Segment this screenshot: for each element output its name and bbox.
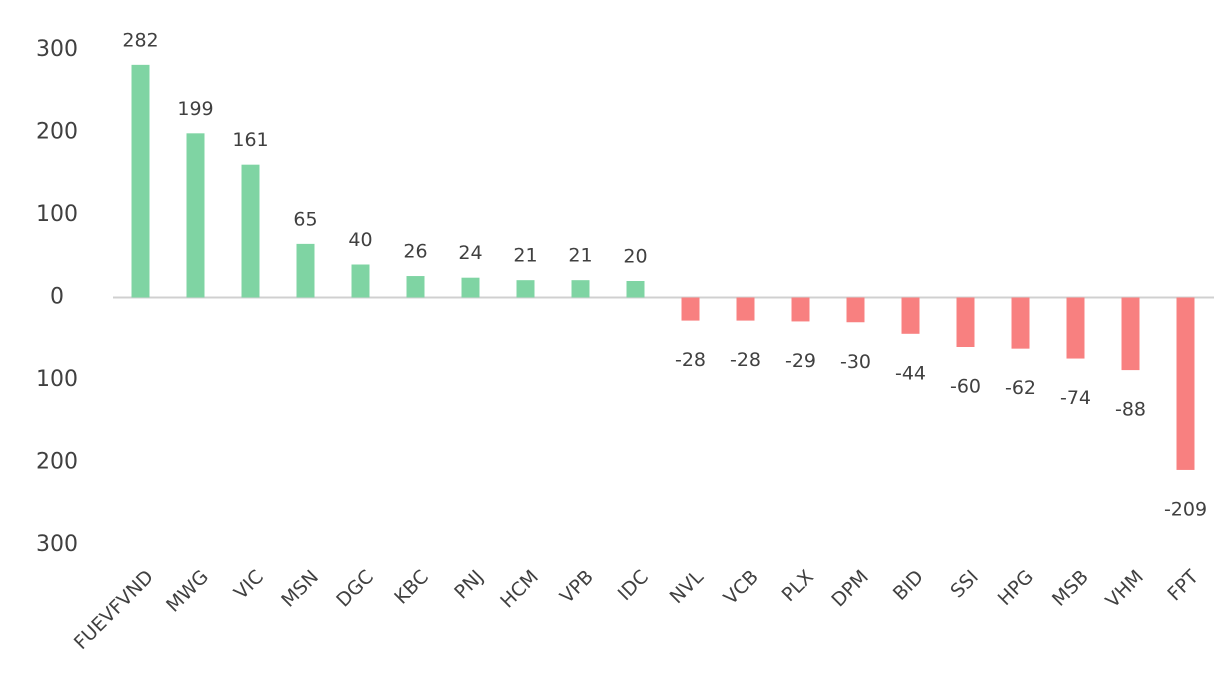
value-label: 282 [122, 29, 158, 51]
value-label: -74 [1060, 387, 1091, 409]
bar [1011, 297, 1030, 349]
bar [846, 297, 865, 323]
value-label: -88 [1115, 399, 1146, 421]
x-tick-label: IDC [614, 566, 653, 605]
x-tick-label: VHM [1101, 566, 1147, 612]
x-tick-label: MSN [277, 566, 323, 612]
x-tick-label: HCM [496, 566, 543, 613]
value-label: 26 [403, 241, 427, 263]
y-tick-label: 200 [36, 450, 78, 475]
bar [461, 277, 480, 298]
y-tick-label: 300 [36, 37, 78, 62]
x-tick-label: MWG [162, 566, 213, 617]
bar [956, 297, 975, 347]
value-label: 24 [458, 242, 482, 264]
x-tick-label: MSB [1048, 566, 1093, 611]
bar [296, 243, 315, 298]
x-tick-label: VIC [230, 566, 268, 604]
x-tick-label: SSI [946, 566, 983, 603]
y-tick-label: 300 [36, 532, 78, 557]
x-tick-label: FUEVFVND [70, 566, 158, 654]
y-tick-label: 0 [50, 285, 64, 310]
y-tick-label: 100 [36, 367, 78, 392]
x-tick-label: DGC [332, 566, 378, 612]
bar [681, 297, 700, 321]
value-label: -60 [950, 376, 981, 398]
value-label: -28 [730, 349, 761, 371]
bar [791, 297, 810, 322]
bar [736, 297, 755, 321]
value-label: -62 [1005, 377, 1036, 399]
x-tick-label: PNJ [450, 566, 488, 604]
value-label: -29 [785, 350, 816, 372]
value-label: 65 [293, 208, 317, 230]
bar [1176, 297, 1195, 470]
x-tick-label: PLX [778, 566, 818, 606]
bar [131, 64, 150, 298]
value-label: -209 [1164, 498, 1207, 520]
value-label: 161 [232, 129, 268, 151]
bar [1121, 297, 1140, 371]
y-tick-label: 100 [36, 202, 78, 227]
value-label: 20 [623, 246, 647, 268]
bar [516, 280, 535, 298]
value-label: -30 [840, 351, 871, 373]
bar [406, 276, 425, 298]
bar [626, 281, 645, 298]
bar [901, 297, 920, 334]
value-label: -44 [895, 362, 926, 384]
value-label: -28 [675, 349, 706, 371]
bar [571, 280, 590, 298]
x-tick-label: VPB [556, 566, 598, 608]
x-tick-label: FPT [1163, 566, 1203, 606]
value-label: 40 [348, 229, 372, 251]
x-tick-label: NVL [666, 566, 709, 609]
value-label: 199 [177, 98, 213, 120]
x-tick-label: KBC [390, 566, 433, 609]
bar [351, 264, 370, 298]
x-tick-label: HPG [994, 566, 1038, 610]
y-tick-label: 200 [36, 120, 78, 145]
bar [241, 164, 260, 298]
x-tick-label: BID [889, 566, 928, 605]
bar [1066, 297, 1085, 359]
x-tick-label: VCB [720, 566, 763, 609]
x-tick-label: DPM [827, 566, 873, 612]
bar [186, 133, 205, 298]
value-label: 21 [568, 245, 592, 267]
value-label: 21 [513, 245, 537, 267]
